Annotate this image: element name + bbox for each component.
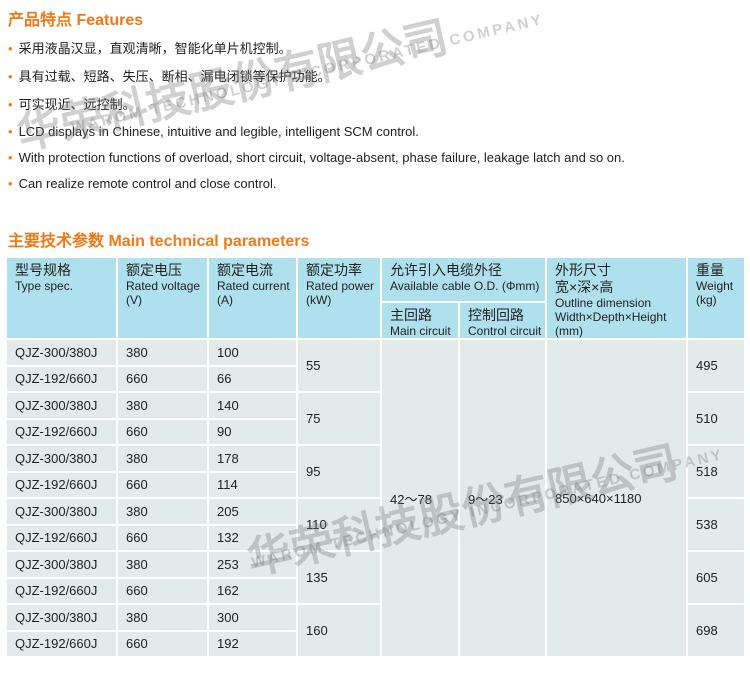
feature-item: • With protection functions of overload, … xyxy=(8,150,625,165)
cell-type: QJZ-192/660J xyxy=(5,470,118,499)
cell-voltage: 380 xyxy=(116,497,209,526)
cell-current: 178 xyxy=(207,444,298,473)
cell-power: 55 xyxy=(296,338,382,393)
header-voltage: 额定电压 Rated voltage (V) xyxy=(116,256,209,340)
header-dimension: 外形尺寸 宽×深×高 Outline dimension Width×Depth×He… xyxy=(545,256,688,340)
header-cable: 允许引入电缆外径 Available cable O.D. (Φmm) xyxy=(380,256,547,303)
cell-current: 192 xyxy=(207,629,298,658)
cell-weight: 510 xyxy=(686,391,746,446)
cell-current: 300 xyxy=(207,603,298,632)
cell-current: 90 xyxy=(207,417,298,446)
features-title: 产品特点 Features xyxy=(8,12,144,29)
table-row: QJZ-192/660J 660 132 xyxy=(5,523,745,552)
table-row: QJZ-192/660J 660 114 xyxy=(5,470,745,499)
table-row: QJZ-300/380J 380 140 75 510 xyxy=(5,391,746,446)
cell-current: 140 xyxy=(207,391,298,420)
feature-item: • 可实现近、远控制。 xyxy=(8,97,136,112)
cell-voltage: 660 xyxy=(116,576,209,605)
cell-voltage: 380 xyxy=(116,338,209,367)
table-row: QJZ-300/380J 380 253 135 605 xyxy=(5,550,746,605)
header-control-circuit: 控制回路 Control circuit xyxy=(458,300,547,341)
cell-current: 66 xyxy=(207,364,298,393)
table-row: QJZ-300/380J 380 205 110 538 xyxy=(5,497,746,552)
cell-current: 253 xyxy=(207,550,298,579)
cell-weight: 698 xyxy=(686,603,746,658)
header-power: 额定功率 Rated power (kW) xyxy=(296,256,382,340)
feature-item: • Can realize remote control and close co… xyxy=(8,176,277,191)
table-row: QJZ-192/660J 660 66 xyxy=(5,364,745,393)
table-row: QJZ-192/660J 660 162 xyxy=(5,576,745,605)
cell-type: QJZ-192/660J xyxy=(5,523,118,552)
cell-control-circuit: 9～23 xyxy=(458,338,547,658)
cell-current: 162 xyxy=(207,576,298,605)
cell-type: QJZ-300/380J xyxy=(5,444,118,473)
params-table: 型号规格 Type spec. 额定电压 Rated voltage (V) 额定电… xyxy=(5,256,746,658)
cell-weight: 605 xyxy=(686,550,746,605)
cell-voltage: 380 xyxy=(116,550,209,579)
cell-weight: 495 xyxy=(686,338,746,393)
cell-dimension: 850×640×1180 xyxy=(545,338,688,658)
cell-voltage: 660 xyxy=(116,523,209,552)
feature-item: • LCD displays in Chinese, intuitive and … xyxy=(8,124,419,139)
cell-power: 160 xyxy=(296,603,382,658)
cell-voltage: 380 xyxy=(116,603,209,632)
cell-current: 205 xyxy=(207,497,298,526)
cell-voltage: 660 xyxy=(116,364,209,393)
cell-current: 114 xyxy=(207,470,298,499)
feature-item: • 采用液晶汉显，直观清晰，智能化单片机控制。 xyxy=(8,41,292,56)
cell-voltage: 660 xyxy=(116,629,209,658)
table-row: QJZ-300/380J 380 100 55 42～78 9～23 850×640×118… xyxy=(5,338,746,658)
cell-type: QJZ-300/380J xyxy=(5,497,118,526)
table-row: QJZ-192/660J 660 192 xyxy=(5,629,745,658)
cell-power: 75 xyxy=(296,391,382,446)
header-type: 型号规格 Type spec. xyxy=(5,256,118,340)
cell-type: QJZ-300/380J xyxy=(5,603,118,632)
cell-type: QJZ-192/660J xyxy=(5,364,118,393)
cell-main-circuit: 42～78 xyxy=(380,338,460,658)
header-current: 额定电流 Rated current (A) xyxy=(207,256,298,340)
params-title: 主要技术参数 Main technical parameters xyxy=(8,233,310,250)
cell-current: 100 xyxy=(207,338,298,367)
cell-voltage: 380 xyxy=(116,444,209,473)
cell-type: QJZ-192/660J xyxy=(5,629,118,658)
header-main-circuit: 主回路 Main circuit xyxy=(380,300,460,341)
cell-voltage: 660 xyxy=(116,470,209,499)
cell-type: QJZ-300/380J xyxy=(5,550,118,579)
cell-type: QJZ-300/380J xyxy=(5,391,118,420)
cell-power: 95 xyxy=(296,444,382,499)
cell-type: QJZ-192/660J xyxy=(5,576,118,605)
table-row: QJZ-300/380J 380 178 95 518 xyxy=(5,444,746,499)
table-row: QJZ-192/660J 660 90 xyxy=(5,417,745,446)
cell-weight: 538 xyxy=(686,497,746,552)
header-weight: 重量 Weight (kg) xyxy=(686,256,746,340)
cell-weight: 518 xyxy=(686,444,746,499)
cell-power: 135 xyxy=(296,550,382,605)
cell-voltage: 660 xyxy=(116,417,209,446)
feature-item: • 具有过载、短路、失压、断相、漏电闭锁等保护功能。 xyxy=(8,69,331,84)
cell-voltage: 380 xyxy=(116,391,209,420)
cell-type: QJZ-300/380J xyxy=(5,338,118,367)
table-row: QJZ-300/380J 380 300 160 698 xyxy=(5,603,746,658)
cell-type: QJZ-192/660J xyxy=(5,417,118,446)
cell-current: 132 xyxy=(207,523,298,552)
cell-power: 110 xyxy=(296,497,382,552)
